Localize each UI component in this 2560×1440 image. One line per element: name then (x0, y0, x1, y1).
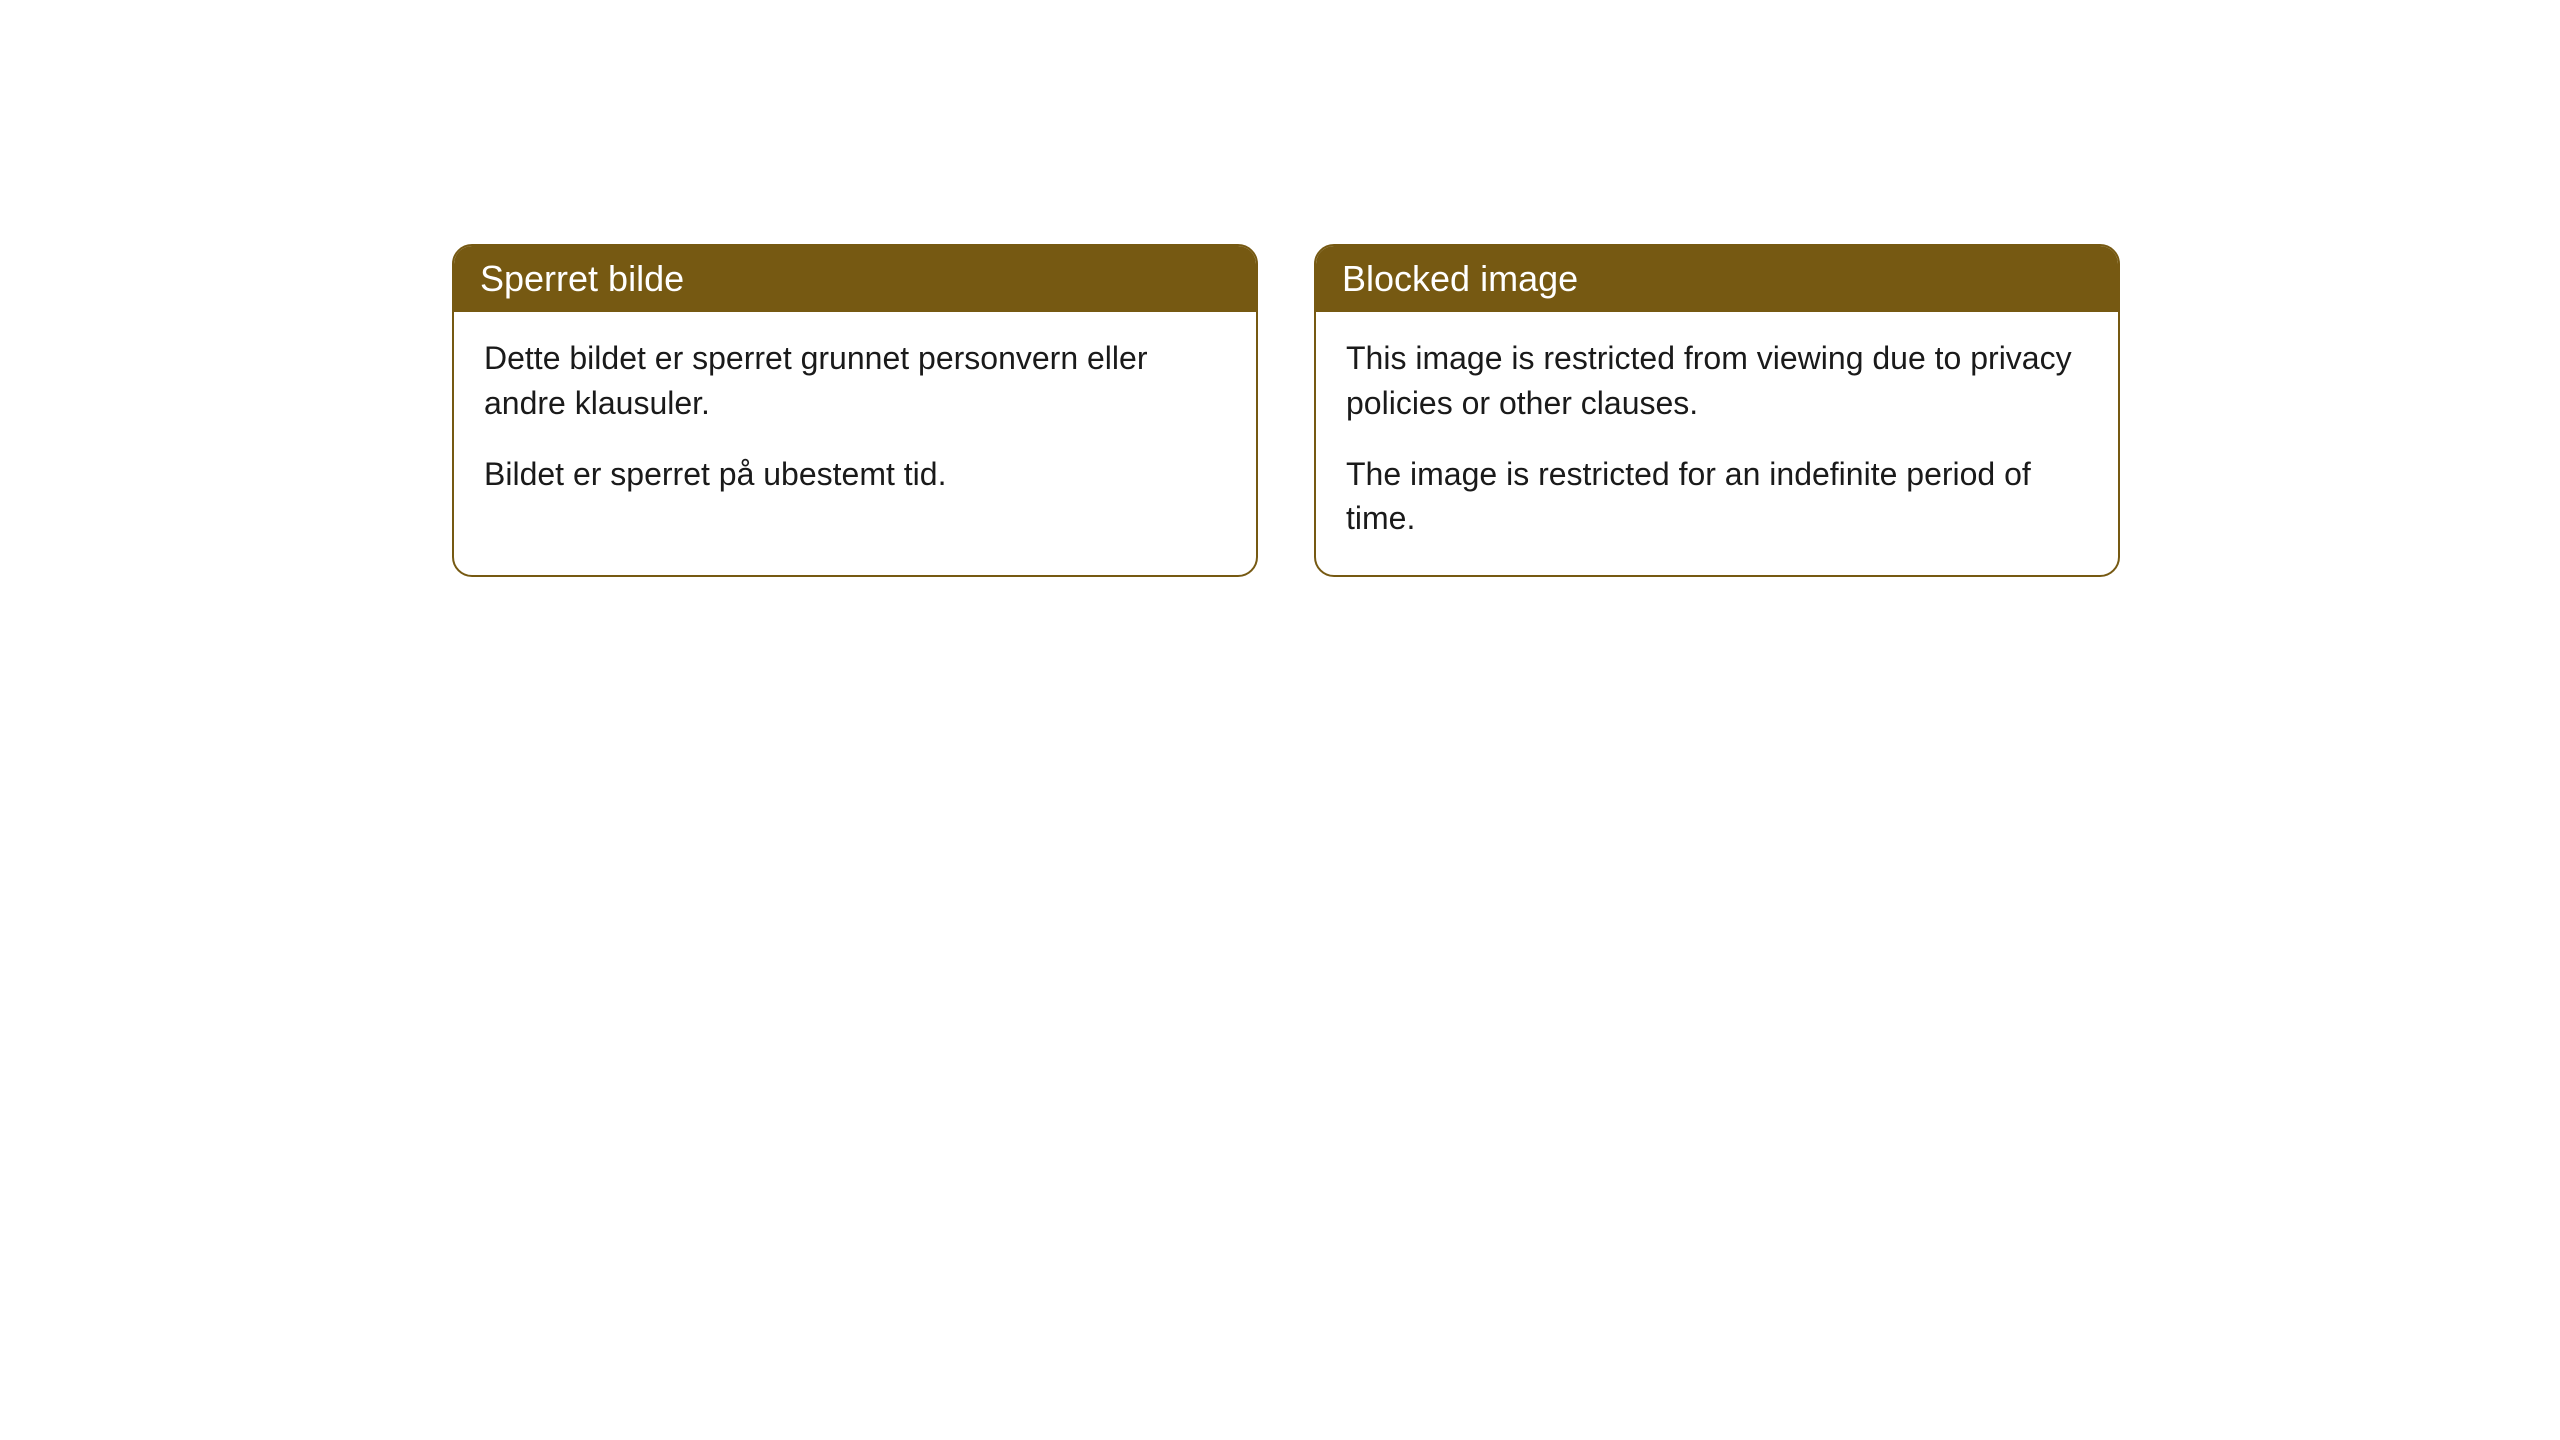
card-paragraph: Bildet er sperret på ubestemt tid. (484, 452, 1226, 497)
card-title: Sperret bilde (480, 258, 684, 299)
card-body: Dette bildet er sperret grunnet personve… (454, 312, 1256, 530)
card-body: This image is restricted from viewing du… (1316, 312, 2118, 575)
card-header: Sperret bilde (454, 246, 1256, 312)
notice-card-norwegian: Sperret bilde Dette bildet er sperret gr… (452, 244, 1258, 577)
card-header: Blocked image (1316, 246, 2118, 312)
card-paragraph: This image is restricted from viewing du… (1346, 336, 2088, 426)
card-title: Blocked image (1342, 258, 1578, 299)
notice-card-english: Blocked image This image is restricted f… (1314, 244, 2120, 577)
notice-cards-container: Sperret bilde Dette bildet er sperret gr… (0, 0, 2560, 577)
card-paragraph: The image is restricted for an indefinit… (1346, 452, 2088, 542)
card-paragraph: Dette bildet er sperret grunnet personve… (484, 336, 1226, 426)
